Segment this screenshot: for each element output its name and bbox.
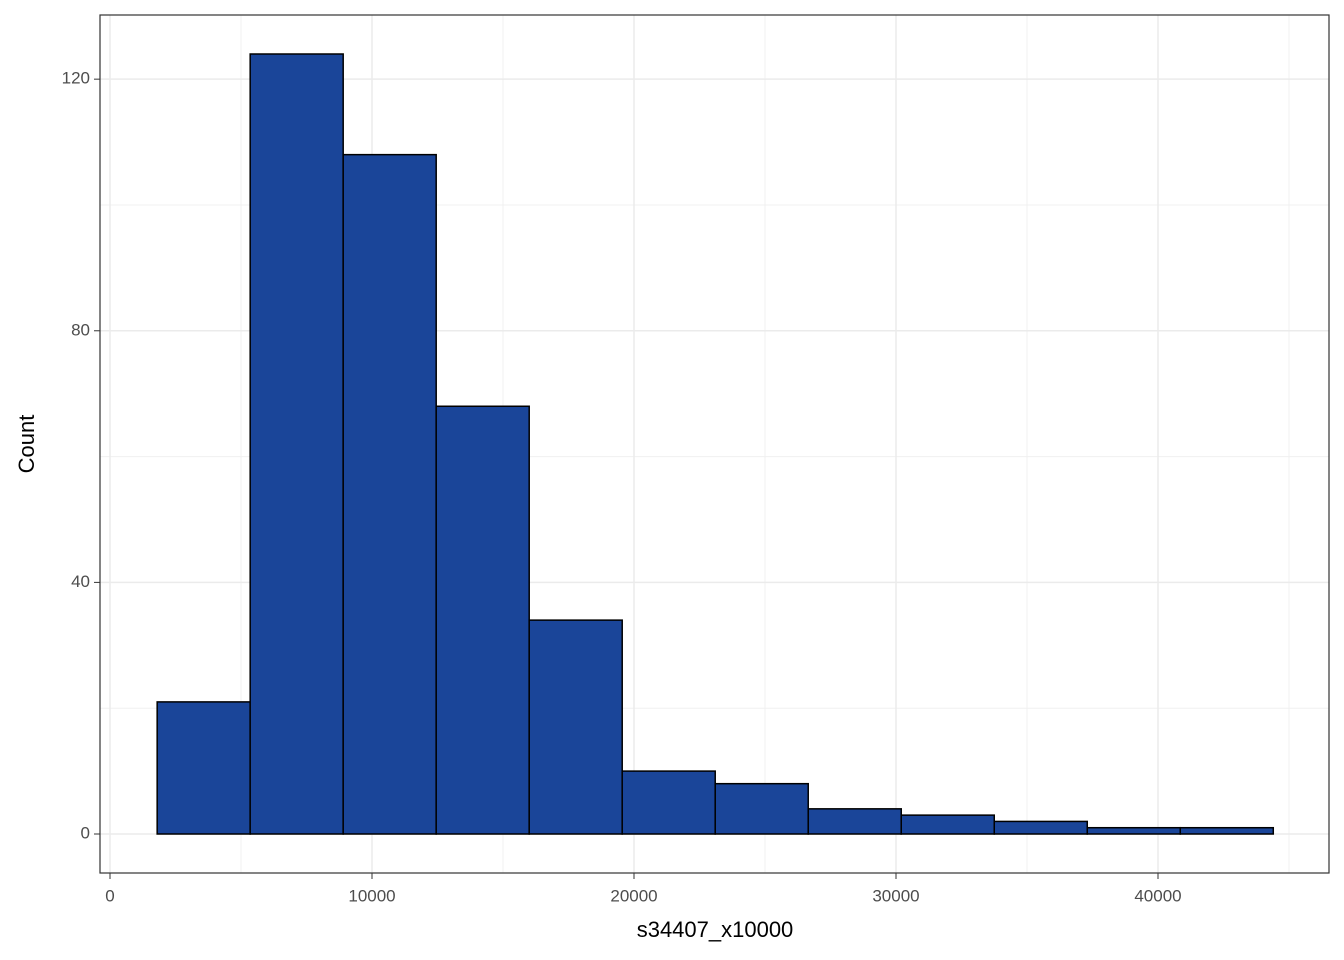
x-tick-label: 0 bbox=[105, 886, 114, 905]
y-tick-label: 0 bbox=[81, 823, 90, 842]
x-axis-title: s34407_x10000 bbox=[637, 917, 794, 942]
bar bbox=[1179, 826, 1275, 835]
bar bbox=[714, 782, 809, 835]
y-tick-label: 40 bbox=[71, 572, 90, 591]
bar bbox=[249, 53, 344, 835]
bar bbox=[900, 814, 995, 835]
x-tick-label: 10000 bbox=[348, 886, 395, 905]
x-tick-label: 40000 bbox=[1134, 886, 1181, 905]
x-tick-label: 30000 bbox=[872, 886, 919, 905]
y-tick-label: 80 bbox=[71, 320, 90, 339]
bar bbox=[156, 701, 251, 835]
bar bbox=[621, 770, 716, 835]
bar bbox=[1086, 826, 1182, 835]
bar bbox=[528, 619, 623, 835]
bar bbox=[342, 153, 437, 835]
y-axis-title: Count bbox=[14, 415, 39, 474]
x-tick-label: 20000 bbox=[610, 886, 657, 905]
y-tick-label: 120 bbox=[62, 69, 90, 88]
bar bbox=[993, 820, 1089, 835]
panel-border bbox=[99, 14, 1330, 874]
bar bbox=[807, 808, 902, 835]
bar bbox=[435, 405, 530, 835]
